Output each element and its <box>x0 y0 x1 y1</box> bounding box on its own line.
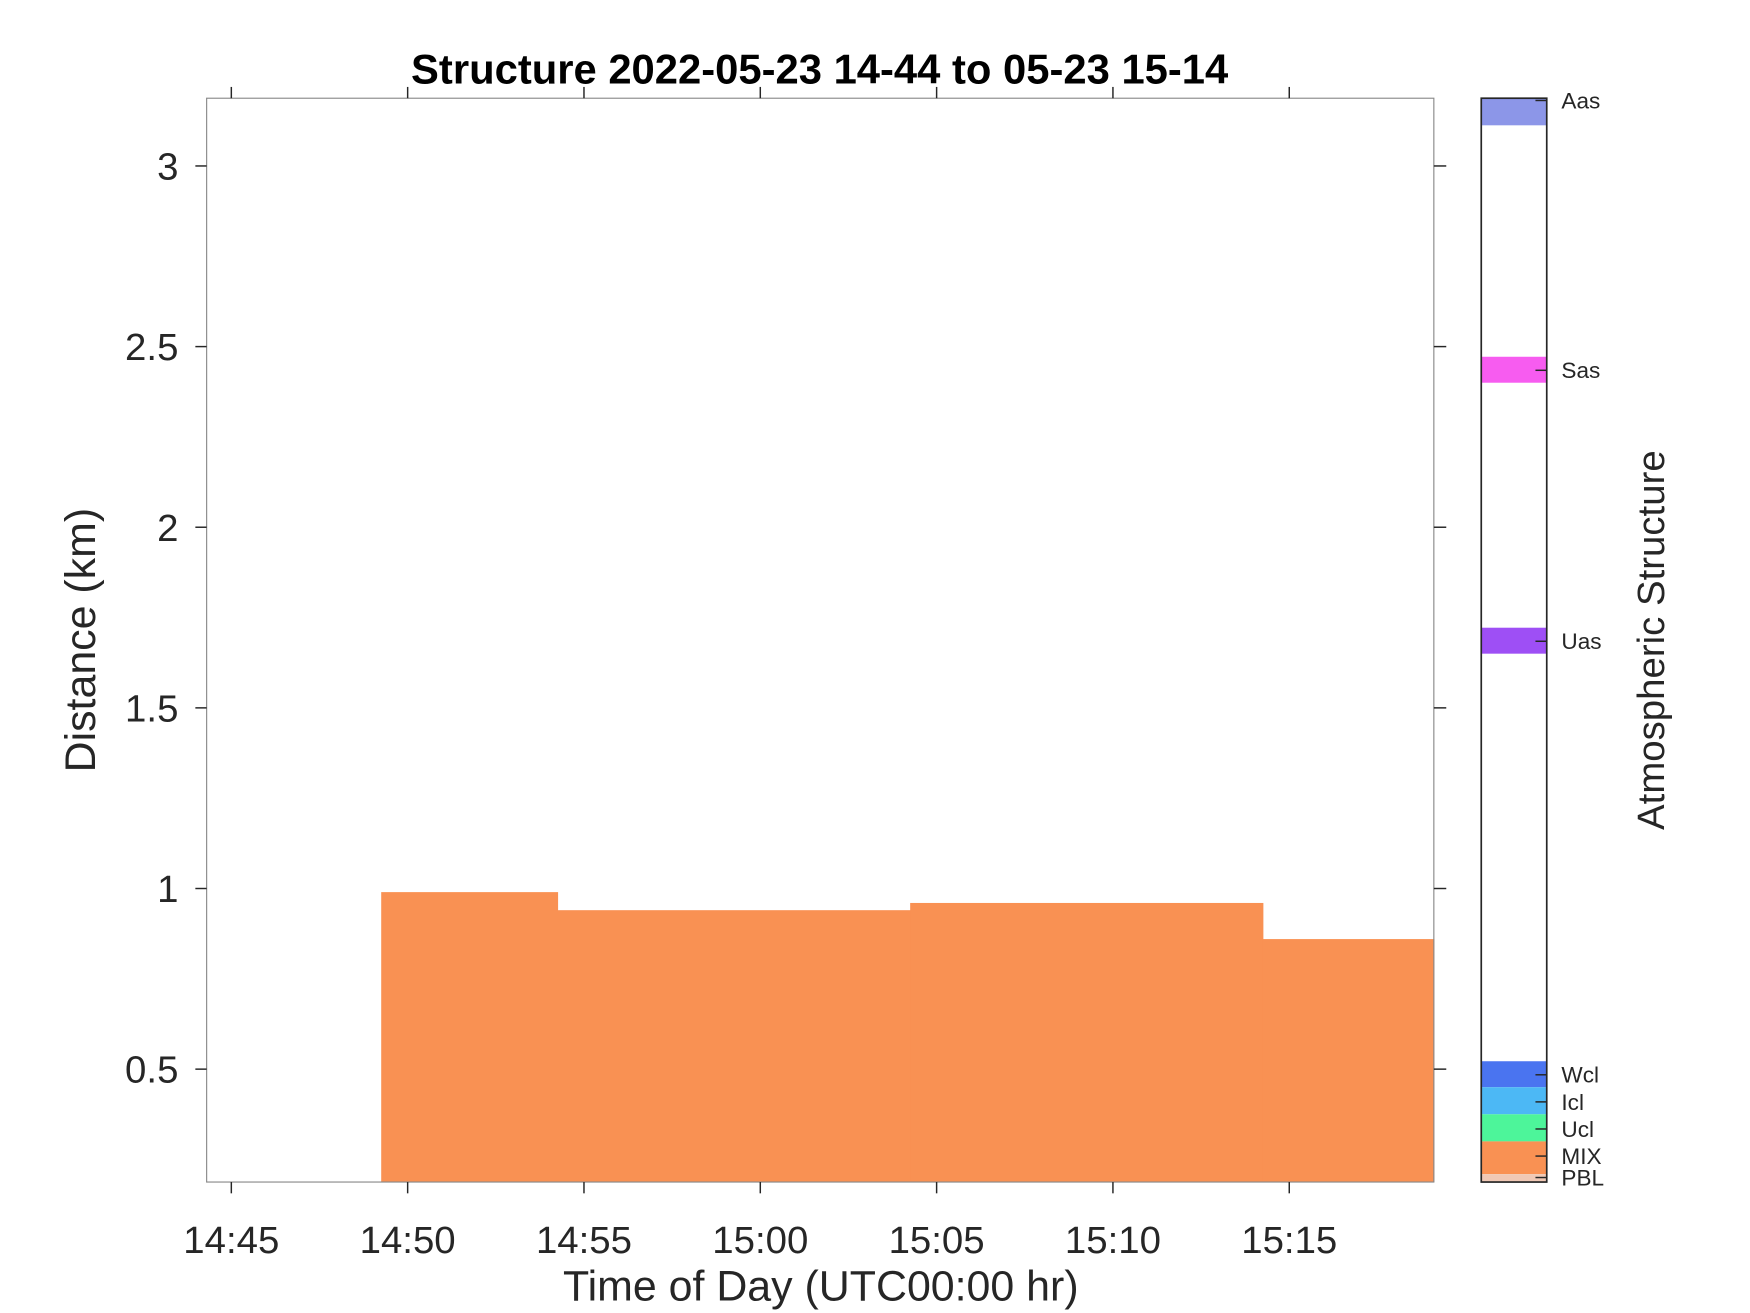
mix-layer-bar <box>381 892 559 1183</box>
chart-title: Structure 2022-05-23 14-44 to 05-23 15-1… <box>411 46 1228 93</box>
x-axis: 14:45 14:50 14:55 15:00 15:05 15:10 15:15 <box>183 86 1337 1262</box>
colorbar-band-ucl <box>1481 1114 1547 1142</box>
colorbar-tick-label: Aas <box>1561 88 1600 113</box>
colorbar-tick-label: MIX <box>1561 1144 1601 1169</box>
x-axis-label: Time of Day (UTC00:00 hr) <box>563 1263 1079 1311</box>
x-tick-label: 15:05 <box>889 1219 985 1262</box>
colorbar-tick-label: Sas <box>1561 358 1600 383</box>
y-axis: 0.5 1 1.5 2 2.5 3 <box>125 146 1447 1092</box>
colorbar-tick-label: Uas <box>1561 629 1601 654</box>
y-tick-label: 3 <box>157 146 178 189</box>
y-tick-label: 0.5 <box>125 1049 178 1092</box>
colorbar-frame <box>1480 97 1548 1183</box>
mix-layer-bar <box>910 902 1264 1183</box>
colorbar-label: Atmospheric Structure <box>1630 450 1673 830</box>
x-tick-label: 14:45 <box>183 1219 279 1262</box>
colorbar-band-aas <box>1481 98 1547 126</box>
y-tick-label: 2 <box>157 507 178 550</box>
colorbar-band-pbl <box>1481 1174 1547 1183</box>
plot-area <box>381 892 1435 1183</box>
x-tick-label: 14:55 <box>536 1219 632 1262</box>
x-tick-label: 15:10 <box>1065 1219 1161 1262</box>
y-tick-label: 2.5 <box>125 326 178 369</box>
colorbar-band-mix <box>1481 1141 1547 1175</box>
x-tick-label: 14:50 <box>360 1219 456 1262</box>
mix-layer-bar <box>1262 939 1435 1183</box>
colorbar-band-icl <box>1481 1087 1547 1115</box>
colorbar-tick-label: PBL <box>1561 1165 1604 1190</box>
plot-frame <box>206 97 1435 1183</box>
y-axis-label: Distance (km) <box>57 508 105 773</box>
colorbar-tick-label: Icl <box>1561 1090 1584 1115</box>
x-tick-label: 15:15 <box>1241 1219 1337 1262</box>
y-tick-label: 1 <box>157 868 178 911</box>
colorbar-tick-label: Wcl <box>1561 1063 1599 1088</box>
colorbar-tick-label: Ucl <box>1561 1117 1594 1142</box>
mix-layer-bar <box>557 910 911 1183</box>
y-tick-label: 1.5 <box>125 687 178 730</box>
x-tick-label: 15:00 <box>712 1219 808 1262</box>
